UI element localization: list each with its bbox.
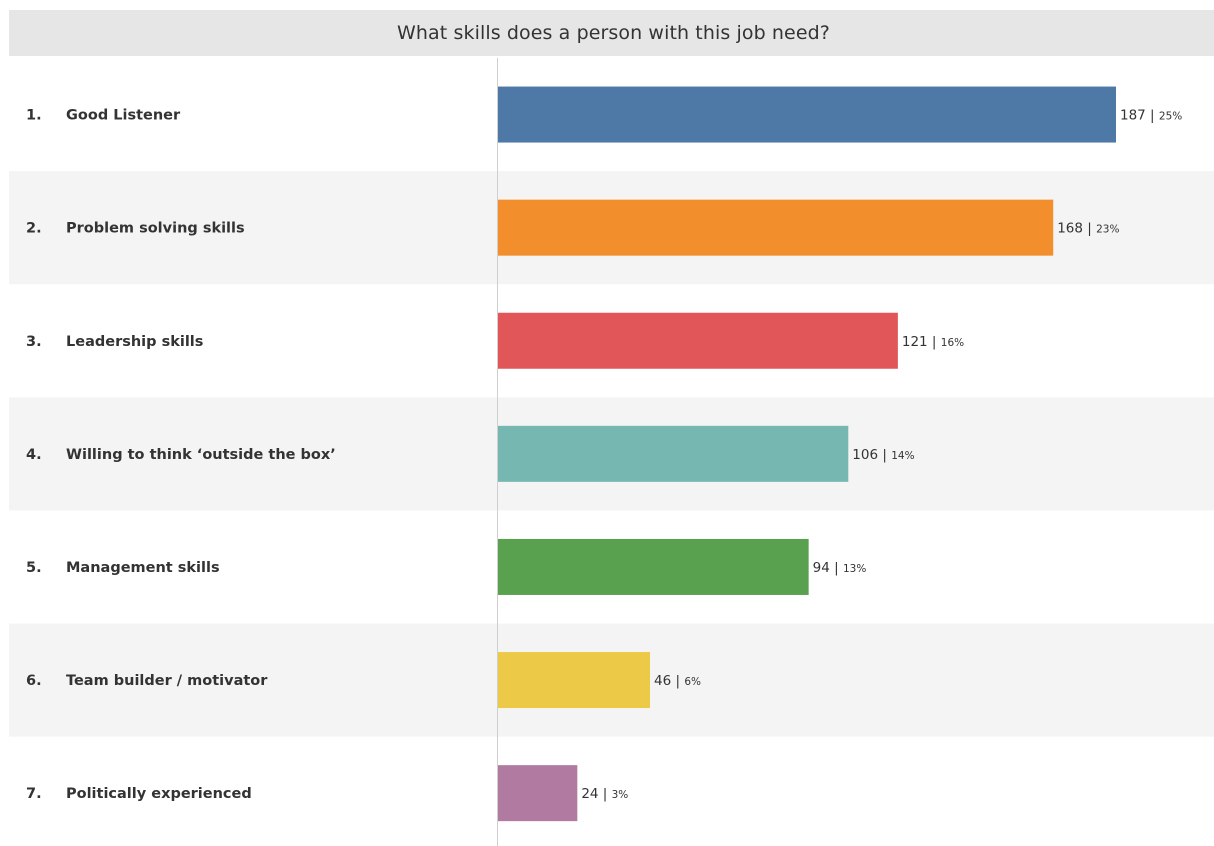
bar-row: 3. Leadership skills 121 | 16% [26,312,964,369]
bar-row: 6. Team builder / motivator 46 | 6% [26,652,701,709]
category-label: Willing to think ‘outside the box’ [66,447,336,463]
rank-label: 7. [26,786,42,802]
category-label: Problem solving skills [66,221,245,237]
bar-row: 4. Willing to think ‘outside the box’ 106 … [26,425,915,482]
data-label: 168 | 23% [1057,221,1119,237]
bar [498,312,898,369]
rank-label: 3. [26,334,42,350]
bar [498,86,1116,143]
chart-title-bar: What skills does a person with this job … [9,10,1214,56]
bar [498,199,1054,256]
bar-row: 1. Good Listener 187 | 25% [26,86,1182,143]
data-label: 94 | 13% [813,560,867,576]
category-label: Good Listener [66,108,181,124]
rank-label: 1. [26,108,42,124]
bar-row: 7. Politically experienced 24 | 3% [26,765,628,822]
category-label: Leadership skills [66,334,203,350]
bar [498,765,578,822]
bar [498,425,849,482]
rank-label: 5. [26,560,42,576]
chart-title: What skills does a person with this job … [397,22,830,44]
bar-row: 5. Management skills 94 | 13% [26,538,867,595]
data-label: 46 | 6% [654,673,701,689]
rank-label: 4. [26,447,42,463]
bar-row: 2. Problem solving skills 168 | 23% [26,199,1119,256]
category-label: Management skills [66,560,220,576]
rank-label: 6. [26,673,42,689]
data-label: 121 | 16% [902,334,964,350]
data-label: 187 | 25% [1120,108,1182,124]
category-label: Team builder / motivator [66,673,268,689]
data-label: 106 | 14% [852,447,914,463]
rank-label: 2. [26,221,42,237]
data-label: 24 | 3% [581,786,628,802]
bar [498,652,651,709]
category-label: Politically experienced [66,786,252,802]
bar [498,538,809,595]
